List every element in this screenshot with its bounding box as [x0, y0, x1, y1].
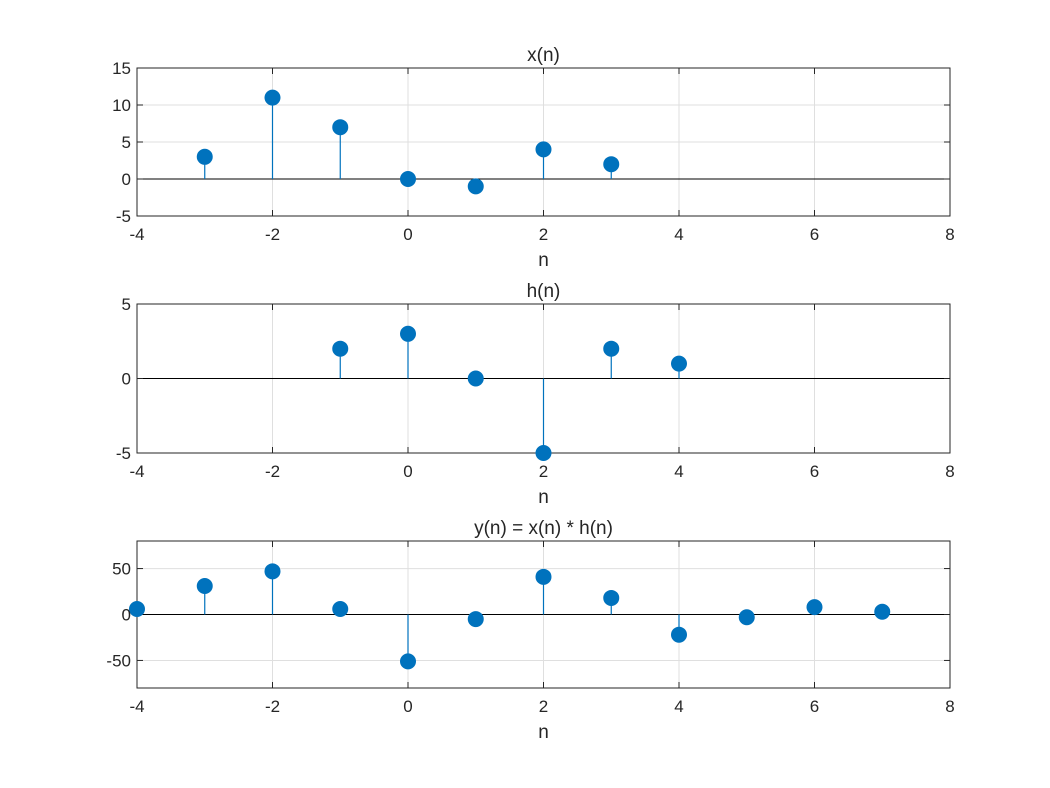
x-tick-label: 8 [945, 462, 954, 481]
x-tick-label: 6 [810, 462, 819, 481]
stem-marker [264, 89, 281, 106]
y-tick-label: -50 [106, 651, 131, 670]
stem-marker [129, 600, 145, 617]
x-tick-label: -4 [129, 462, 144, 481]
stem-marker [332, 600, 349, 617]
stem-marker [332, 119, 349, 136]
x-tick-label: -4 [129, 697, 144, 716]
x-tick-label: -2 [265, 697, 280, 716]
x-tick-label: -2 [265, 462, 280, 481]
subplot-2: -4 -2 0 2 4 6 8 -5 0 5 h(n) n [116, 281, 955, 508]
stem-marker [806, 599, 823, 616]
x-axis-label: n [538, 722, 549, 743]
stem-marker [603, 589, 620, 606]
subplot-3: -4 -2 0 2 4 6 8 -50 0 50 y(n) = x(n) * h(n) n [106, 518, 954, 743]
y-tick-label: -5 [116, 444, 131, 463]
stem-marker [874, 603, 891, 620]
y-tick-label: 0 [122, 606, 131, 625]
subplot-title: h(n) [527, 281, 561, 302]
stem-marker [467, 611, 484, 628]
stem-marker [196, 148, 213, 165]
x-tick-label: 4 [674, 697, 683, 716]
x-tick-label: 2 [539, 225, 548, 244]
y-tick-label: 15 [112, 59, 131, 78]
subplot-title: y(n) = x(n) * h(n) [474, 518, 613, 539]
stem-marker [535, 141, 552, 158]
x-tick-label: -2 [265, 225, 280, 244]
y-tick-label: 50 [112, 560, 131, 579]
stem-marker [467, 370, 484, 387]
x-tick-label: 2 [539, 697, 548, 716]
x-axis-label: n [538, 487, 549, 508]
subplot-title: x(n) [527, 45, 560, 66]
y-tick-label: 0 [122, 170, 131, 189]
stem-marker [196, 578, 213, 595]
x-tick-label: 2 [539, 462, 548, 481]
y-tick-label: 5 [122, 295, 131, 314]
stem-marker [603, 340, 620, 357]
stem-marker [535, 445, 552, 461]
stem-marker [671, 355, 687, 372]
y-tick-label: 10 [112, 96, 131, 115]
y-tick-label: -5 [116, 207, 131, 226]
x-axis-label: n [538, 250, 549, 271]
stem-marker [467, 178, 484, 195]
x-tick-label: -4 [129, 225, 144, 244]
stem-marker [400, 171, 416, 187]
y-tick-label: 5 [122, 133, 131, 152]
x-tick-label: 4 [674, 225, 683, 244]
stem-marker [332, 340, 349, 357]
stem-marker [264, 563, 281, 580]
stem-marker [738, 609, 755, 626]
x-tick-label: 6 [810, 225, 819, 244]
x-tick-label: 4 [674, 462, 683, 481]
x-tick-label: 6 [810, 697, 819, 716]
y-tick-label: 0 [122, 370, 131, 389]
stem-marker [671, 626, 687, 643]
stem-marker [400, 325, 416, 342]
x-tick-label: 0 [403, 462, 412, 481]
stem-marker [535, 568, 552, 585]
x-tick-label: 0 [403, 697, 412, 716]
stem-marker [400, 653, 416, 670]
x-tick-label: 8 [945, 697, 954, 716]
x-tick-label: 0 [403, 225, 412, 244]
subplot-1: -4 -2 0 2 4 6 8 -5 0 5 10 15 x(n) n [112, 45, 955, 271]
x-tick-label: 8 [945, 225, 954, 244]
stem-marker [603, 156, 620, 173]
